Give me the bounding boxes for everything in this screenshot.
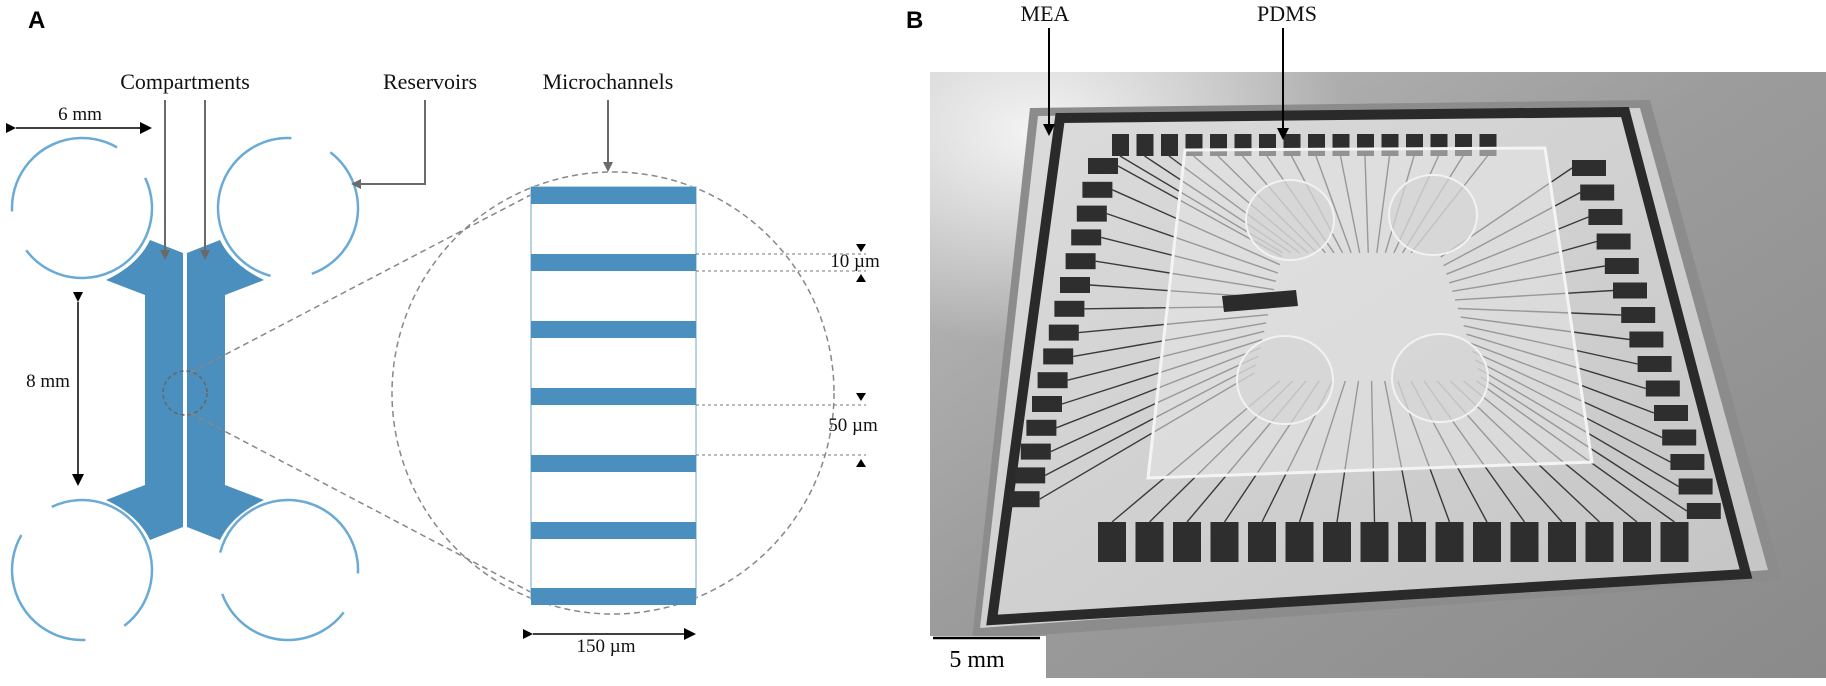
height-dim-label: 8 mm bbox=[26, 371, 70, 392]
microchannel-array bbox=[530, 186, 697, 605]
electrode-pad bbox=[1323, 522, 1351, 562]
electrode-pad bbox=[1098, 522, 1126, 562]
pdms-label: PDMS bbox=[1257, 1, 1317, 26]
electrode-pad bbox=[1623, 522, 1651, 562]
electrode-pad bbox=[1048, 324, 1079, 341]
channel-length-label: 150 µm bbox=[577, 636, 636, 657]
electrode-pad bbox=[1076, 205, 1107, 222]
microchannel bbox=[531, 522, 696, 539]
electrode-pad bbox=[1585, 522, 1614, 562]
pdms-well bbox=[1388, 174, 1478, 256]
reservoir-top-right bbox=[216, 136, 360, 280]
reservoir-top-left bbox=[10, 136, 154, 280]
electrode-pad bbox=[1210, 522, 1239, 562]
dimension-10um: 10 µm bbox=[696, 244, 880, 282]
electrode-pad bbox=[1043, 348, 1074, 365]
compartments-label: Compartments bbox=[120, 69, 250, 94]
pdms-well bbox=[1236, 335, 1334, 425]
electrode-pad bbox=[1054, 300, 1085, 317]
electrode-pad bbox=[1548, 522, 1576, 562]
electrode-pad bbox=[1088, 158, 1118, 174]
reservoir-bottom-right bbox=[216, 498, 360, 642]
electrode-pad bbox=[1071, 229, 1102, 246]
electrode-pad bbox=[1435, 522, 1464, 562]
microchannel bbox=[531, 588, 696, 605]
electrode-pad bbox=[1398, 522, 1426, 562]
electrode-pad bbox=[1629, 331, 1664, 348]
electrode-pad bbox=[1032, 396, 1062, 412]
electrode-pad bbox=[1621, 307, 1656, 323]
width-dim-label: 6 mm bbox=[58, 104, 102, 125]
electrode-pad bbox=[1637, 356, 1672, 372]
electrode-pad bbox=[1686, 503, 1721, 519]
electrode-pad bbox=[1580, 184, 1615, 201]
pdms-block bbox=[1146, 146, 1594, 480]
microchannel bbox=[531, 388, 696, 405]
electrode-pad bbox=[1112, 134, 1129, 156]
electrode-pad bbox=[1510, 522, 1539, 562]
scale-bar-label: 5 mm bbox=[949, 647, 1005, 673]
electrode-pad bbox=[1161, 134, 1178, 156]
electrode-pads bbox=[1009, 134, 1721, 562]
electrode-pad bbox=[1009, 491, 1040, 508]
electrode-pad bbox=[1588, 209, 1623, 225]
dimension-150um: 150 µm bbox=[523, 628, 696, 657]
pdms-well bbox=[1245, 179, 1335, 261]
electrode-pad bbox=[1613, 282, 1647, 299]
microchannel bbox=[531, 455, 696, 472]
electrode-pad bbox=[1065, 253, 1096, 270]
channel-height-label: 10 µm bbox=[830, 251, 880, 272]
zoom-guide-top bbox=[189, 189, 541, 374]
panel-a-label: A bbox=[28, 7, 45, 34]
electrode-pad bbox=[1037, 372, 1068, 389]
electrode-pad bbox=[1135, 522, 1164, 562]
electrode-pad bbox=[1248, 522, 1276, 562]
electrode-pad bbox=[1596, 233, 1631, 250]
electrode-pad bbox=[1654, 405, 1688, 421]
electrode-pad bbox=[1020, 443, 1051, 460]
reservoir-bottom-left bbox=[10, 498, 154, 642]
electrode-pad bbox=[1060, 277, 1090, 293]
panel-b: B MEA bbox=[906, 1, 1826, 686]
panel-b-label: B bbox=[906, 7, 923, 34]
compartment-right bbox=[187, 240, 264, 540]
electrode-pad bbox=[1285, 522, 1314, 562]
electrode-pad bbox=[1473, 522, 1501, 562]
electrode-pad bbox=[1660, 522, 1689, 562]
compartment-left bbox=[106, 240, 183, 540]
reservoirs-arrow bbox=[351, 100, 426, 189]
microchannel bbox=[531, 254, 696, 271]
zoom-guide-bottom bbox=[189, 412, 541, 598]
channel-spacing-label: 50 µm bbox=[828, 415, 878, 436]
electrode-pad bbox=[1136, 134, 1154, 156]
mea-photo bbox=[930, 72, 1826, 686]
reservoirs-label: Reservoirs bbox=[383, 69, 477, 94]
electrode-pad bbox=[1604, 258, 1639, 274]
microchannel bbox=[531, 321, 696, 338]
zoom-source-circle bbox=[162, 370, 208, 416]
electrode-pad bbox=[1670, 454, 1705, 470]
microchannel bbox=[531, 187, 696, 204]
electrode-pad bbox=[1645, 380, 1680, 397]
zoom-circle bbox=[391, 171, 835, 615]
electrode-pad bbox=[1026, 419, 1057, 436]
dimension-8mm: 8 mm bbox=[26, 292, 84, 486]
pdms-well bbox=[1391, 333, 1489, 423]
dimension-50um: 50 µm bbox=[696, 393, 878, 467]
panel-a: A bbox=[5, 7, 880, 657]
electrode-pad bbox=[1360, 522, 1389, 562]
electrode-pad bbox=[1662, 429, 1697, 446]
microchannels-label: Microchannels bbox=[543, 69, 674, 94]
electrode-pad bbox=[1678, 478, 1713, 495]
electrode-pad bbox=[1015, 467, 1046, 484]
electrode-pad bbox=[1572, 160, 1606, 176]
electrode-pad bbox=[1082, 181, 1113, 198]
dimension-6mm: 6 mm bbox=[5, 104, 152, 134]
mea-label: MEA bbox=[1021, 1, 1070, 26]
electrode-pad bbox=[1173, 522, 1201, 562]
